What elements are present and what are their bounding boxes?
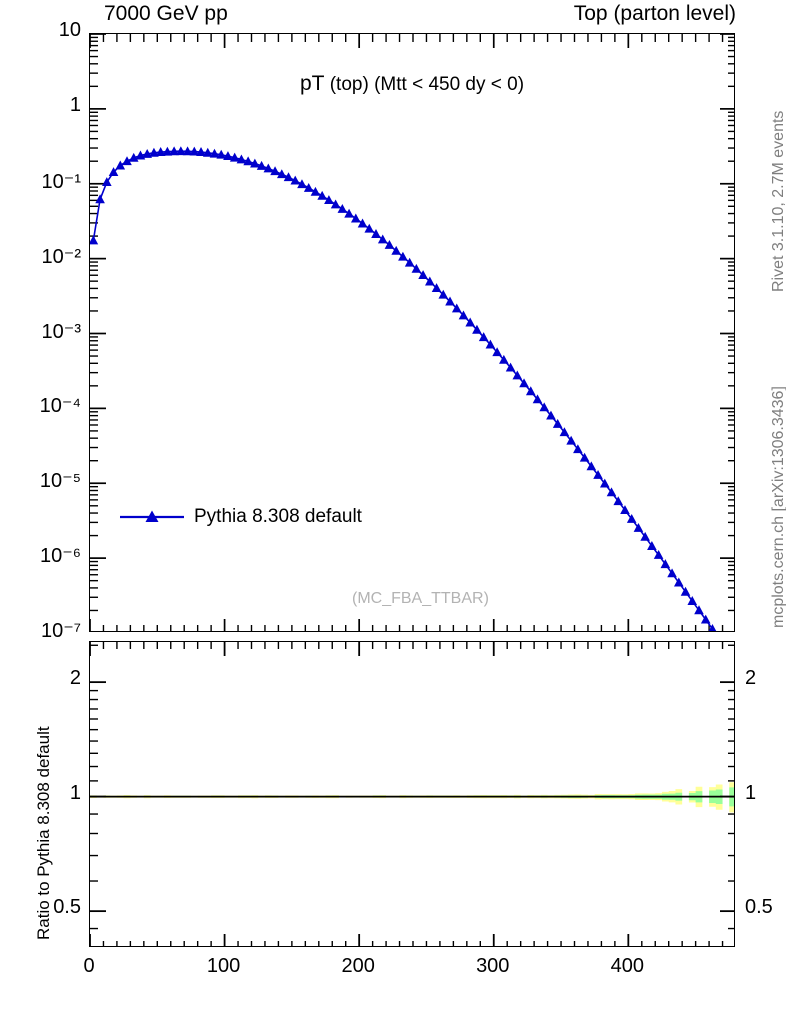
x-tick-label: 300 bbox=[476, 955, 510, 977]
ratio-y-tick-label-right: 2 bbox=[745, 667, 757, 690]
legend-marker-pythia bbox=[120, 510, 184, 522]
series-pythia bbox=[90, 146, 717, 631]
ratio-plot-canvas bbox=[90, 642, 734, 946]
main-plot-panel: pT (top) (Mtt < 450 dy < 0) (MC_FBA_TTBA… bbox=[89, 33, 735, 632]
header-right-label: Top (parton level) bbox=[573, 2, 736, 25]
ratio-plot-panel bbox=[89, 641, 735, 947]
main-y-tick-label: 10 bbox=[58, 19, 81, 41]
ratio-band-inner-up bbox=[90, 787, 734, 797]
main-y-tick-label: 1 bbox=[69, 93, 81, 116]
legend: Pythia 8.308 default bbox=[118, 506, 362, 528]
x-tick-label: 0 bbox=[83, 955, 95, 977]
header-left-label: 7000 GeV pp bbox=[104, 2, 228, 25]
analysis-watermark: (MC_FBA_TTBAR) bbox=[352, 590, 489, 607]
mcplots-source-caption: mcplots.cern.ch [arXiv:1306.3436] bbox=[770, 386, 786, 628]
main-y-tick-label: 10⁻⁵ bbox=[39, 470, 81, 493]
ratio-y-tick-label-left: 0.5 bbox=[53, 896, 81, 919]
x-tick-label: 100 bbox=[206, 955, 241, 977]
x-tick-label: 200 bbox=[341, 955, 375, 977]
main-plot-canvas bbox=[90, 34, 734, 631]
ratio-y-tick-label-left: 2 bbox=[69, 667, 81, 690]
ratio-y-tick-label-right: 1 bbox=[745, 781, 757, 804]
legend-label-pythia: Pythia 8.308 default bbox=[194, 506, 362, 527]
ratio-y-tick-label-left: 1 bbox=[69, 781, 81, 804]
ratio-band-outer-up bbox=[90, 782, 734, 797]
rivet-version-caption: Rivet 3.1.10, 2.7M events bbox=[770, 110, 786, 292]
main-y-tick-label: 10⁻⁴ bbox=[39, 395, 81, 418]
x-tick-label: 400 bbox=[610, 955, 645, 977]
main-y-tick-label: 10⁻² bbox=[41, 245, 81, 268]
main-y-tick-label: 10⁻⁶ bbox=[39, 545, 81, 568]
main-y-tick-label: 10⁻¹ bbox=[41, 170, 81, 193]
ratio-band-outer-down bbox=[90, 796, 734, 813]
main-y-tick-label: 10⁻³ bbox=[41, 320, 81, 343]
main-y-tick-label: 10⁻⁷ bbox=[40, 620, 81, 642]
ratio-y-tick-label-right: 0.5 bbox=[745, 896, 773, 919]
ratio-band-inner-down bbox=[90, 796, 734, 807]
